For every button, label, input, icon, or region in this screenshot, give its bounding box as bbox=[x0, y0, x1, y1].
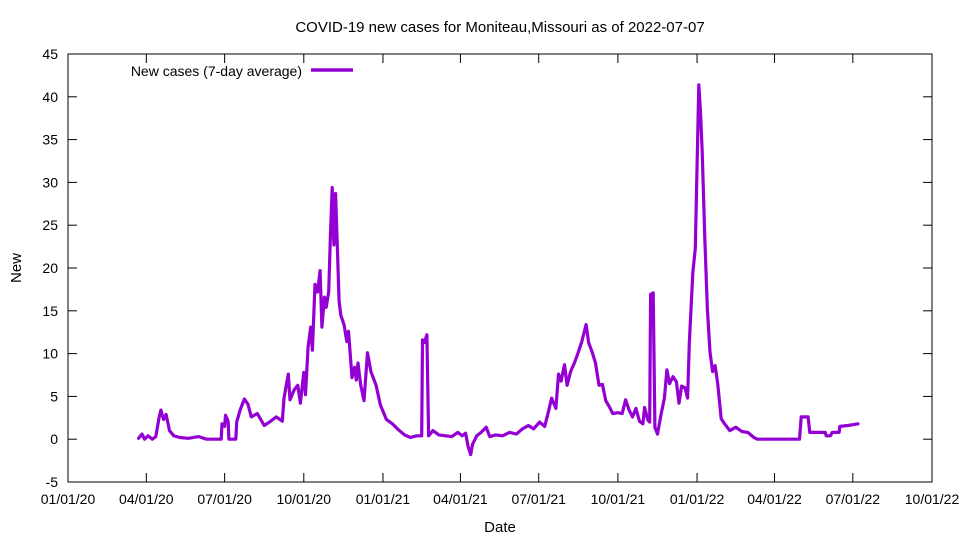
x-tick-label: 01/01/21 bbox=[356, 491, 411, 507]
y-tick-label: 30 bbox=[42, 174, 58, 190]
x-tick-label: 01/01/22 bbox=[670, 491, 725, 507]
x-tick-label: 04/01/21 bbox=[433, 491, 488, 507]
legend-label: New cases (7-day average) bbox=[131, 63, 302, 79]
y-tick-label: 35 bbox=[42, 132, 58, 148]
x-tick-label: 10/01/21 bbox=[591, 491, 646, 507]
x-tick-label: 10/01/22 bbox=[905, 491, 960, 507]
y-tick-labels: -5 0 5 10 15 20 25 30 35 40 45 bbox=[42, 46, 58, 490]
x-tick-label: 07/01/22 bbox=[826, 491, 881, 507]
x-tick-label: 07/01/20 bbox=[197, 491, 252, 507]
y-tick-label: 20 bbox=[42, 260, 58, 276]
y-tick-label: 40 bbox=[42, 89, 58, 105]
y-tick-label: 15 bbox=[42, 303, 58, 319]
y-tick-label: 25 bbox=[42, 217, 58, 233]
y-axis-title: New bbox=[8, 253, 25, 283]
x-tick-label: 04/01/20 bbox=[119, 491, 174, 507]
y-tick-label: 10 bbox=[42, 346, 58, 362]
legend: New cases (7-day average) bbox=[131, 63, 353, 79]
series-line-new-cases bbox=[137, 83, 860, 457]
axis-ticks bbox=[67, 53, 933, 483]
x-tick-labels: 01/01/20 04/01/20 07/01/20 10/01/20 01/01/21… bbox=[41, 491, 960, 507]
y-tick-label: 45 bbox=[42, 46, 58, 62]
x-tick-label: 07/01/21 bbox=[511, 491, 566, 507]
x-axis-title: Date bbox=[484, 519, 516, 536]
y-tick-label: 0 bbox=[50, 431, 58, 447]
x-tick-label: 04/01/22 bbox=[747, 491, 802, 507]
chart-title: COVID-19 new cases for Moniteau,Missouri… bbox=[295, 19, 704, 36]
x-tick-label: 10/01/20 bbox=[277, 491, 332, 507]
x-tick-label: 01/01/20 bbox=[41, 491, 96, 507]
y-tick-label: -5 bbox=[46, 474, 59, 490]
y-tick-label: 5 bbox=[50, 388, 58, 404]
